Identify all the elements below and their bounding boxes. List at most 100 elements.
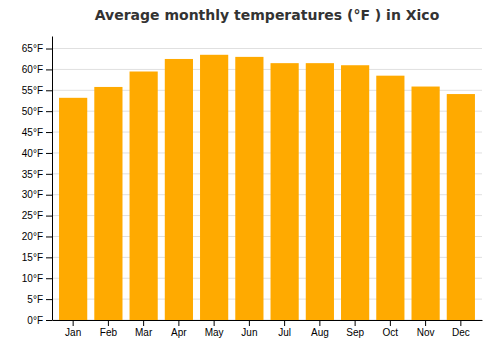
y-tick-mark xyxy=(46,216,52,217)
bar xyxy=(130,72,158,321)
y-tick: 20°F xyxy=(22,231,52,242)
plot-area: 0°F 5°F 10°F 15°F 20°F 25°F 30°F 35°F 40°F 45°F 50… xyxy=(22,37,483,339)
x-tick-mark xyxy=(390,320,391,326)
x-tick: Apr xyxy=(171,320,187,338)
y-tick-label: 55°F xyxy=(22,85,43,96)
x-tick-label: Dec xyxy=(452,327,470,338)
y-tick: 50°F xyxy=(22,106,52,117)
x-tick-mark xyxy=(355,320,356,326)
x-axis-line xyxy=(53,320,483,321)
bar xyxy=(235,57,263,320)
x-tick-label: Nov xyxy=(417,327,435,338)
bar xyxy=(341,65,369,320)
y-tick: 55°F xyxy=(22,85,52,96)
y-tick-mark xyxy=(46,320,52,321)
y-tick-mark xyxy=(46,69,52,70)
y-tick-label: 45°F xyxy=(22,127,43,138)
x-tick: Aug xyxy=(311,320,329,338)
y-tick-mark xyxy=(46,195,52,196)
bars xyxy=(59,55,475,320)
y-axis: 0°F 5°F 10°F 15°F 20°F 25°F 30°F 35°F 40°F 45°F 50… xyxy=(22,37,53,326)
y-tick-label: 20°F xyxy=(22,231,43,242)
y-tick-mark xyxy=(46,257,52,258)
chart-svg: 0°F 5°F 10°F 15°F 20°F 25°F 30°F 35°F 40°F 45°F 50… xyxy=(0,0,500,350)
bar xyxy=(94,87,122,320)
y-tick-mark xyxy=(46,278,52,279)
bar xyxy=(165,59,193,320)
y-tick: 10°F xyxy=(22,273,52,284)
chart-container: 0°F 5°F 10°F 15°F 20°F 25°F 30°F 35°F 40°F 45°F 50… xyxy=(0,0,500,350)
y-tick-label: 15°F xyxy=(22,252,43,263)
x-tick: Jun xyxy=(241,320,257,338)
x-tick-mark xyxy=(460,320,461,326)
x-tick-label: May xyxy=(205,327,224,338)
grid xyxy=(52,49,482,320)
bar xyxy=(271,63,299,320)
y-tick-label: 5°F xyxy=(27,294,43,305)
x-tick-label: Sep xyxy=(346,327,364,338)
y-tick: 5°F xyxy=(27,294,52,305)
x-tick: Oct xyxy=(383,320,399,338)
x-axis: Jan Feb Mar Apr May Jun Jul Aug Sep Oct Nov Dec xyxy=(53,320,483,338)
bar xyxy=(376,76,404,320)
chart-title: Average monthly temperatures (°F ) in Xi… xyxy=(95,7,440,23)
y-tick: 0°F xyxy=(27,315,52,326)
y-tick: 30°F xyxy=(22,189,52,200)
x-tick-mark xyxy=(284,320,285,326)
x-tick-mark xyxy=(143,320,144,326)
y-tick-label: 60°F xyxy=(22,64,43,75)
bar xyxy=(59,98,87,320)
x-tick: Nov xyxy=(417,320,435,338)
x-tick-label: Feb xyxy=(100,327,118,338)
y-tick-mark xyxy=(46,299,52,300)
y-tick-mark xyxy=(46,49,52,50)
y-tick-label: 30°F xyxy=(22,189,43,200)
y-tick: 15°F xyxy=(22,252,52,263)
x-tick-mark xyxy=(425,320,426,326)
x-tick-label: Mar xyxy=(135,327,153,338)
y-tick-mark xyxy=(46,236,52,237)
bar xyxy=(412,87,440,320)
bar xyxy=(200,55,228,320)
x-tick: Mar xyxy=(135,320,153,338)
x-tick-label: Apr xyxy=(171,327,187,338)
x-tick-mark xyxy=(108,320,109,326)
bar xyxy=(447,94,475,320)
bar xyxy=(306,63,334,320)
x-tick-label: Aug xyxy=(311,327,329,338)
x-tick-mark xyxy=(214,320,215,326)
y-axis-line xyxy=(52,37,53,321)
y-tick-label: 50°F xyxy=(22,106,43,117)
y-tick-label: 65°F xyxy=(22,43,43,54)
y-tick-label: 10°F xyxy=(22,273,43,284)
y-tick-mark xyxy=(46,132,52,133)
y-tick-mark xyxy=(46,111,52,112)
y-tick-label: 40°F xyxy=(22,148,43,159)
y-tick: 65°F xyxy=(22,43,52,54)
y-tick: 40°F xyxy=(22,148,52,159)
x-tick-label: Jun xyxy=(241,327,257,338)
x-tick-label: Oct xyxy=(383,327,399,338)
x-tick: Jan xyxy=(65,320,81,338)
x-tick: May xyxy=(205,320,224,338)
x-tick-mark xyxy=(249,320,250,326)
grid-line xyxy=(52,48,482,49)
y-tick: 45°F xyxy=(22,127,52,138)
y-tick-mark xyxy=(46,90,52,91)
x-tick-mark xyxy=(73,320,74,326)
y-tick-mark xyxy=(46,174,52,175)
x-tick: Jul xyxy=(278,320,291,338)
y-tick: 25°F xyxy=(22,210,52,221)
y-tick: 35°F xyxy=(22,169,52,180)
y-tick: 60°F xyxy=(22,64,52,75)
y-tick-label: 35°F xyxy=(22,169,43,180)
y-tick-mark xyxy=(46,153,52,154)
x-tick: Feb xyxy=(100,320,118,338)
y-tick-label: 25°F xyxy=(22,210,43,221)
x-tick: Sep xyxy=(346,320,364,338)
y-tick-label: 0°F xyxy=(27,315,43,326)
x-tick-mark xyxy=(319,320,320,326)
grid-line xyxy=(52,69,482,70)
x-tick: Dec xyxy=(452,320,470,338)
x-tick-mark xyxy=(178,320,179,326)
